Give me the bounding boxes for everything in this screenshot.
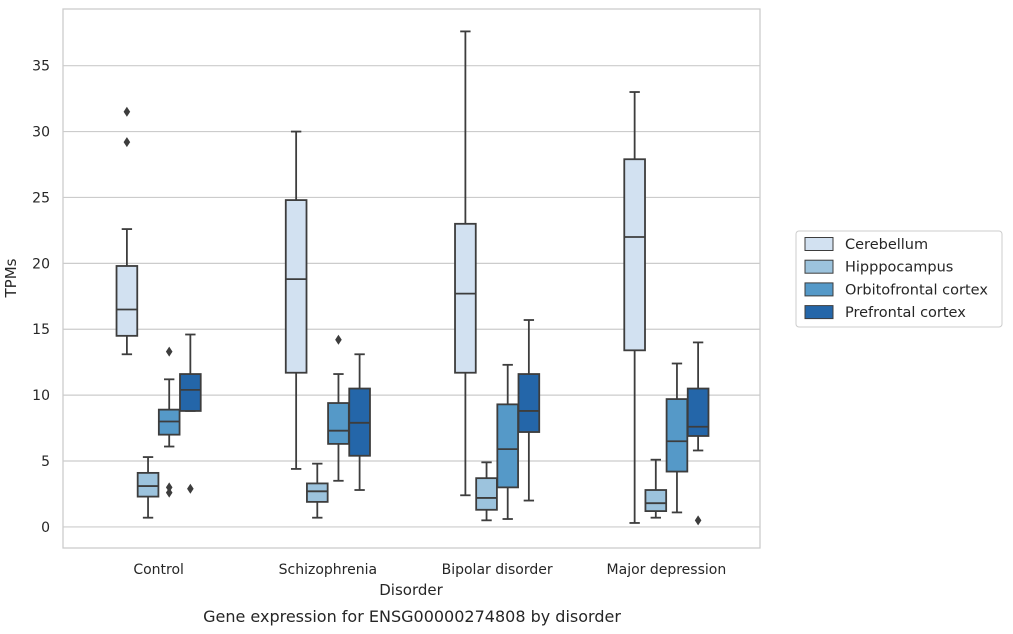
iqr-box [115, 265, 139, 337]
outlier-point [335, 334, 342, 345]
plot-frame [62, 8, 761, 549]
legend-frame [795, 230, 1003, 328]
legend: Cerebellum Hipppocampus Orbitofrontal cort… [795, 230, 1003, 328]
box-plots [115, 30, 710, 526]
iqr-box [517, 373, 541, 433]
box-orbitofrontal-cortex [665, 362, 689, 514]
outlier-point [694, 515, 702, 526]
iqr-box [306, 482, 329, 503]
outlier-point [165, 346, 173, 357]
x-tick-label: Control [133, 562, 184, 578]
legend-label: Prefrontal cortex [845, 305, 966, 321]
y-tick-label: 15 [32, 322, 50, 338]
iqr-box [475, 477, 498, 511]
iqr-box [284, 199, 308, 374]
outlier-point [187, 483, 194, 494]
box-cerebellum [115, 106, 139, 356]
iqr-box [136, 471, 160, 498]
y-tick-label: 5 [41, 454, 50, 470]
box-orbitofrontal-cortex [496, 363, 519, 520]
box-cerebellum [454, 30, 477, 497]
box-prefrontal-cortex [686, 341, 710, 526]
box-prefrontal-cortex [348, 353, 371, 491]
x-tick-labels: Control Schizophrenia Bipolar disorder Majo… [133, 562, 726, 578]
outlier-point [123, 137, 131, 148]
iqr-box [454, 222, 477, 374]
box-cerebellum [623, 91, 646, 524]
gridlines [63, 65, 760, 528]
y-axis-label: TPMs [2, 258, 20, 298]
box-prefrontal-cortex [517, 319, 541, 502]
box-orbitofrontal-cortex [157, 346, 181, 498]
legend-label: Hipppocampus [845, 260, 953, 276]
box-hipppocampus [475, 461, 498, 522]
y-tick-labels: 0 5 10 15 20 25 30 35 [32, 59, 50, 536]
x-tick-label: Major depression [607, 562, 727, 578]
iqr-box [623, 158, 646, 352]
y-tick-label: 35 [32, 59, 50, 75]
iqr-box [179, 373, 202, 412]
y-tick-label: 20 [32, 256, 50, 272]
box-hipppocampus [644, 458, 668, 519]
outlier-point [165, 487, 173, 498]
iqr-box [496, 403, 519, 489]
box-hipppocampus [306, 462, 329, 519]
legend-swatch [804, 305, 834, 320]
y-tick-label: 25 [32, 190, 50, 206]
box-orbitofrontal-cortex [327, 334, 350, 482]
y-tick-label: 30 [32, 125, 50, 141]
y-tick-label: 10 [32, 388, 50, 404]
legend-swatch [804, 282, 834, 297]
iqr-box [327, 402, 350, 445]
box-hipppocampus [136, 456, 160, 519]
iqr-box [686, 387, 710, 437]
legend-label: Cerebellum [845, 237, 928, 253]
chart-title: Gene expression for ENSG00000274808 by d… [203, 607, 621, 626]
outlier-point [123, 106, 131, 117]
legend-swatch [804, 237, 834, 251]
iqr-box [665, 398, 689, 473]
box-prefrontal-cortex [179, 333, 202, 494]
outlier-point [165, 482, 173, 493]
legend-swatch [804, 259, 834, 274]
x-tick-label: Schizophrenia [279, 562, 377, 578]
y-tick-label: 0 [41, 520, 50, 536]
legend-label: Orbitofrontal cortex [845, 282, 988, 298]
x-axis-label: Disorder [379, 581, 443, 599]
box-cerebellum [284, 130, 308, 470]
x-tick-label: Bipolar disorder [442, 562, 553, 578]
iqr-box [644, 489, 668, 513]
